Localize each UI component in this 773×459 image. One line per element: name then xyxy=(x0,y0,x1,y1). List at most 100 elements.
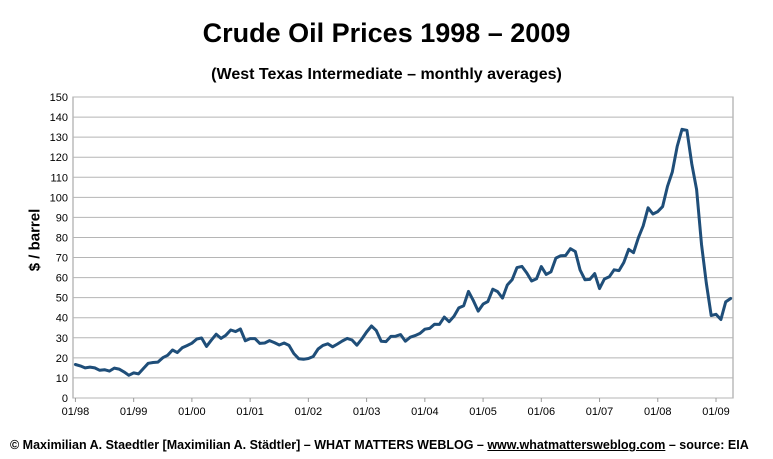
data-point xyxy=(714,313,718,316)
data-point xyxy=(253,337,257,340)
data-point xyxy=(370,324,373,328)
data-point xyxy=(530,279,533,283)
y-tick-label: 0 xyxy=(62,393,68,405)
data-point xyxy=(632,251,635,254)
y-tick-label: 50 xyxy=(56,293,68,305)
x-tick-label: 01/05 xyxy=(469,406,497,418)
data-point xyxy=(409,335,412,339)
data-point xyxy=(680,128,684,131)
data-point xyxy=(185,344,189,347)
x-tick-label: 01/99 xyxy=(120,406,148,418)
data-point xyxy=(132,371,135,375)
data-point xyxy=(491,288,494,291)
data-point xyxy=(646,206,650,209)
data-point xyxy=(452,315,456,318)
data-point xyxy=(399,333,402,336)
data-point xyxy=(278,343,281,347)
data-point xyxy=(282,341,286,345)
data-point xyxy=(520,265,524,268)
x-tick-label: 01/01 xyxy=(236,406,264,418)
x-tick-label: 01/00 xyxy=(178,406,206,418)
data-point xyxy=(617,269,621,272)
data-point xyxy=(719,318,723,321)
footer-link[interactable]: www.whatmattersweblog.com xyxy=(487,438,666,452)
data-point xyxy=(205,345,208,348)
data-point xyxy=(88,365,92,369)
data-point xyxy=(709,314,713,317)
data-point xyxy=(195,337,198,341)
data-point xyxy=(447,320,451,323)
data-point xyxy=(341,339,344,343)
data-point xyxy=(161,356,164,359)
data-point xyxy=(210,339,213,342)
x-tick-label: 01/04 xyxy=(411,406,439,418)
data-point xyxy=(355,344,359,347)
data-point xyxy=(98,369,101,372)
data-points xyxy=(74,128,732,377)
x-tick-label: 01/09 xyxy=(702,406,730,418)
data-point xyxy=(379,340,383,343)
data-point xyxy=(506,283,509,287)
data-point xyxy=(486,300,490,303)
data-point xyxy=(142,367,145,370)
data-point xyxy=(428,327,431,330)
y-tick-label: 80 xyxy=(56,232,68,244)
data-point xyxy=(244,339,247,343)
data-point xyxy=(622,261,626,264)
data-point xyxy=(171,348,174,352)
data-point xyxy=(93,366,97,370)
data-point xyxy=(661,205,664,208)
data-point xyxy=(273,341,276,344)
y-axis-ticks: 0 10 20 30 40 50 60 70 80 90 100 110 120 130 140 150 xyxy=(50,92,68,405)
data-point xyxy=(695,188,698,191)
data-point xyxy=(724,300,727,304)
data-point xyxy=(651,212,655,216)
data-point xyxy=(603,277,606,281)
data-point xyxy=(180,346,184,350)
series-line-wti xyxy=(73,127,733,377)
data-point xyxy=(360,337,363,341)
data-point xyxy=(147,362,150,365)
y-tick-label: 120 xyxy=(50,152,68,164)
data-point xyxy=(612,268,616,271)
data-point xyxy=(389,335,393,338)
footer-credit: © Maximilian A. Staedtler [Maximilian A.… xyxy=(10,438,749,452)
data-point xyxy=(413,334,417,337)
x-tick-label: 01/08 xyxy=(644,406,672,418)
data-point xyxy=(627,248,630,251)
data-point xyxy=(103,368,106,371)
data-point xyxy=(336,342,339,346)
data-point xyxy=(74,363,77,366)
y-tick-label: 140 xyxy=(50,112,68,124)
data-point xyxy=(467,290,470,293)
data-point xyxy=(350,338,354,342)
data-point xyxy=(496,290,499,293)
x-tick-label: 01/07 xyxy=(586,406,614,418)
data-point xyxy=(462,304,465,307)
y-tick-label: 30 xyxy=(56,333,68,345)
data-point xyxy=(423,327,427,331)
data-point xyxy=(122,370,126,374)
data-point xyxy=(515,266,519,269)
data-point xyxy=(438,323,441,326)
data-point xyxy=(190,342,194,345)
y-tick-label: 70 xyxy=(56,253,68,265)
data-point xyxy=(608,275,611,278)
footer-suffix: – source: EIA xyxy=(665,438,749,452)
data-point xyxy=(312,355,315,358)
data-point xyxy=(564,254,567,257)
data-point xyxy=(675,145,679,148)
data-point xyxy=(394,334,397,338)
data-point xyxy=(127,374,131,377)
y-tick-label: 10 xyxy=(56,373,68,385)
y-tick-label: 110 xyxy=(50,172,68,184)
data-point xyxy=(248,337,252,340)
data-point xyxy=(690,162,693,166)
data-point xyxy=(117,367,121,371)
data-point xyxy=(666,185,669,188)
x-axis-ticks: 01/98 01/99 01/00 01/01 01/02 01/03 01/04 01/05… xyxy=(62,398,730,418)
data-point xyxy=(239,327,242,331)
y-tick-label: 90 xyxy=(56,212,68,224)
data-point xyxy=(326,342,329,346)
